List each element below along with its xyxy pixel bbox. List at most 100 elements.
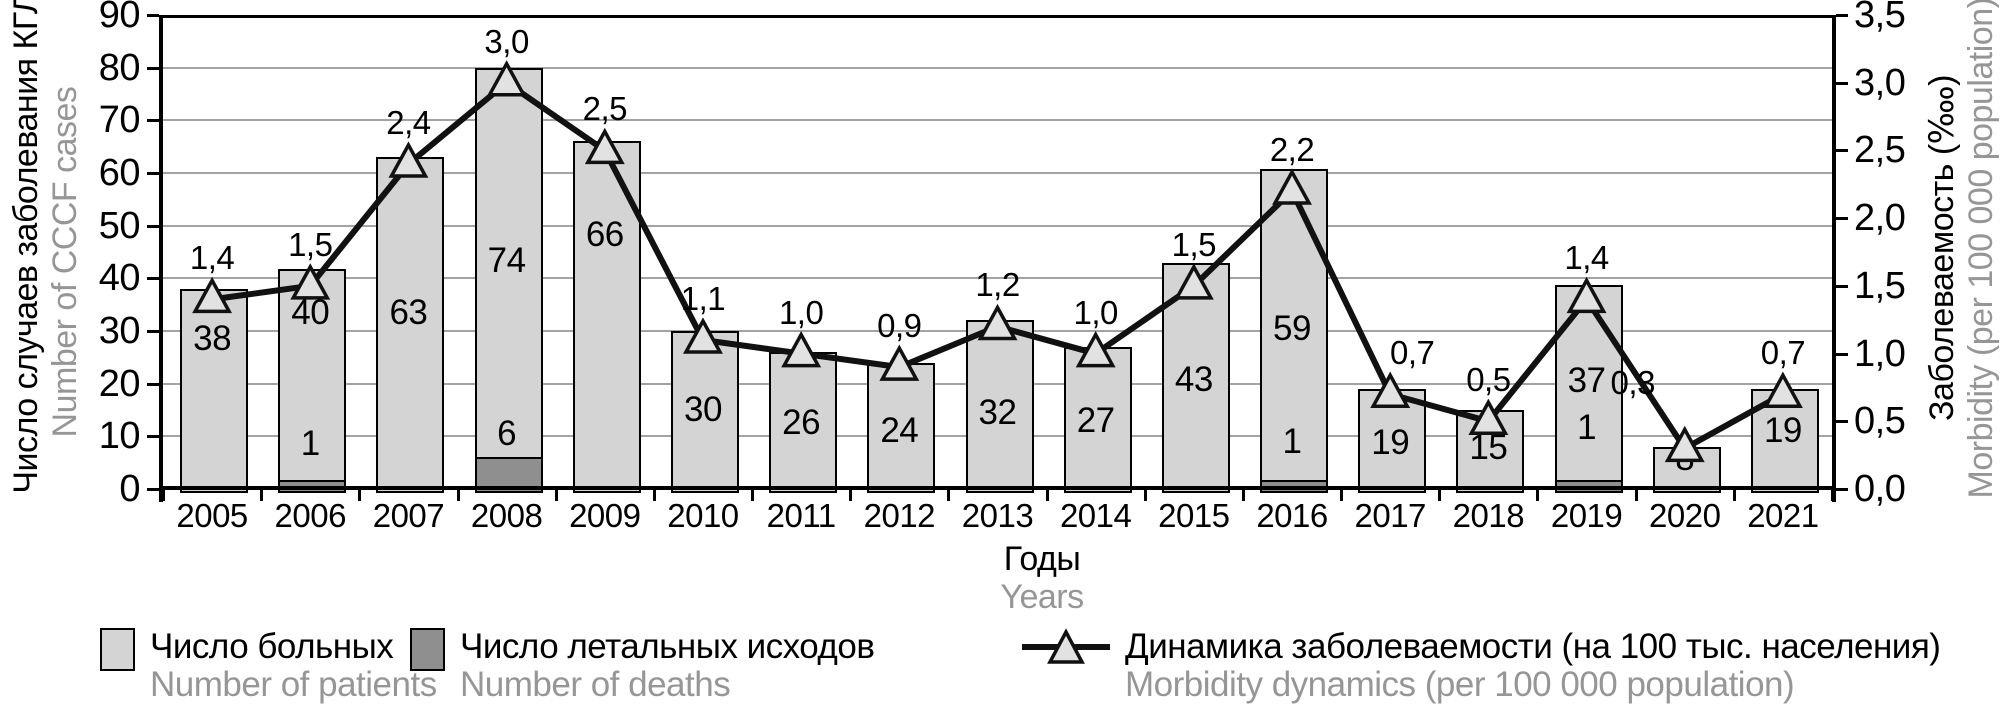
right-tick-label-2,5: 2,5 <box>1854 129 1906 172</box>
right-axis-line <box>1832 15 1836 502</box>
plot-top-border <box>159 15 1836 18</box>
line-marker-2013 <box>977 303 1018 341</box>
bar-patients-2008 <box>474 67 543 462</box>
left-tick-label-90: 90 <box>98 0 141 36</box>
morbidity-label-2015: 1,5 <box>1171 225 1217 263</box>
right-tick-3,5 <box>1836 14 1848 17</box>
bar-patients-2016 <box>1260 169 1329 484</box>
line-marker-2019 <box>1566 276 1607 314</box>
gridline-60 <box>163 172 1832 174</box>
left-tick-label-60: 60 <box>98 152 141 194</box>
morbidity-label-2013: 1,2 <box>975 266 1020 304</box>
legend-label-deaths-en: Number of deaths <box>460 665 731 704</box>
left-tick-label-40: 40 <box>98 257 141 300</box>
x-boundary-tick-1 <box>260 489 264 501</box>
morbidity-label-2016: 2,2 <box>1269 131 1315 169</box>
line-marker-2010 <box>683 317 723 354</box>
legend-label-morbidity-ru: Динамика заболеваемости (на 100 тыс. нас… <box>1125 627 1941 666</box>
legend-label-patients-ru: Число больных <box>150 627 394 666</box>
left-tick-label-20: 20 <box>98 362 141 405</box>
x-boundary-tick-12 <box>1340 489 1344 501</box>
year-label-2011: 2011 <box>766 497 836 534</box>
bar-label-patients-2007: 63 <box>389 293 428 333</box>
left-tick-label-10: 10 <box>98 415 141 458</box>
x-boundary-tick-7 <box>849 489 853 501</box>
year-label-2005: 2005 <box>176 497 248 534</box>
year-label-2013: 2013 <box>961 497 1034 534</box>
gridline-80 <box>163 66 1832 69</box>
x-boundary-tick-0 <box>162 489 165 501</box>
x-boundary-tick-3 <box>456 489 460 501</box>
x-boundary-tick-8 <box>947 489 951 501</box>
line-marker-2021 <box>1762 371 1803 408</box>
morbidity-label-2019: 1,4 <box>1564 239 1609 277</box>
year-label-2019: 2019 <box>1550 497 1623 534</box>
morbidity-label-2011: 1,0 <box>778 293 824 331</box>
right-tick-label-1,0: 1,0 <box>1854 332 1906 375</box>
bar-label-patients-2012: 24 <box>880 410 919 450</box>
year-label-2018: 2018 <box>1452 497 1525 534</box>
line-marker-2006 <box>290 263 331 300</box>
morbidity-label-2006: 1,5 <box>288 225 333 263</box>
left-tick-70 <box>147 119 159 123</box>
bar-patients-2006 <box>278 269 347 484</box>
morbidity-label-2018: 0,5 <box>1466 361 1511 399</box>
line-marker-2020 <box>1664 425 1705 463</box>
bar-patients-2007 <box>376 157 445 493</box>
gridline-50 <box>163 224 1832 227</box>
left-tick-30 <box>147 330 159 333</box>
line-marker-2005 <box>192 276 233 314</box>
left-axis-title-ru: Число случаев заболевания КГЛ <box>7 0 45 494</box>
gridline-40 <box>163 277 1832 280</box>
bar-label-patients-2014: 27 <box>1076 400 1115 440</box>
morbidity-label-2014: 1,0 <box>1073 293 1118 331</box>
year-label-2009: 2009 <box>569 497 641 534</box>
line-marker-2008 <box>486 60 527 97</box>
plot-baseline <box>159 486 1836 490</box>
legend-label-morbidity-en: Morbidity dynamics (per 100 000 populati… <box>1125 665 1795 704</box>
line-marker-2015 <box>1173 263 1214 300</box>
right-tick-label-2,0: 2,0 <box>1854 197 1906 240</box>
x-axis-title-ru: Годы <box>1003 540 1081 578</box>
morbidity-label-2005: 1,4 <box>189 239 235 277</box>
bar-label-patients-2013: 32 <box>978 393 1017 433</box>
right-axis-title-en: Morbidity (per 100 000 population) <box>1962 0 2000 499</box>
x-boundary-tick-15 <box>1634 489 1638 501</box>
morbidity-label-2010: 1,1 <box>680 280 726 318</box>
bar-label-deaths-2008: 6 <box>497 413 517 453</box>
year-label-2007: 2007 <box>372 497 445 534</box>
right-tick-0,0 <box>1836 488 1848 491</box>
legend-swatch-patients <box>100 628 135 671</box>
left-tick-20 <box>147 382 159 386</box>
line-marker-2018 <box>1468 398 1509 436</box>
bar-label-patients-2021: 19 <box>1763 410 1802 450</box>
bar-label-deaths-2006: 1 <box>300 424 320 464</box>
left-tick-label-70: 70 <box>98 99 141 142</box>
bar-label-patients-2015: 43 <box>1174 360 1213 400</box>
bar-label-patients-2019: 37 <box>1567 360 1606 400</box>
x-boundary-tick-4 <box>554 489 558 501</box>
bar-patients-2010 <box>670 331 739 493</box>
right-tick-label-3,0: 3,0 <box>1854 61 1906 104</box>
bar-label-patients-2008: 74 <box>487 241 526 281</box>
x-boundary-tick-9 <box>1045 489 1049 501</box>
year-label-2006: 2006 <box>274 497 347 534</box>
left-tick-90 <box>147 14 159 17</box>
left-tick-label-0: 0 <box>119 468 140 510</box>
line-marker-2011 <box>781 330 822 368</box>
legend-label-patients-en: Number of patients <box>150 665 437 704</box>
left-tick-60 <box>147 172 159 175</box>
bar-label-patients-2016: 59 <box>1273 309 1311 349</box>
year-label-2017: 2017 <box>1354 497 1426 534</box>
morbidity-label-2017: 0,7 <box>1390 334 1435 372</box>
left-tick-label-50: 50 <box>98 204 141 247</box>
year-label-2021: 2021 <box>1747 497 1819 534</box>
bar-label-patients-2010: 30 <box>684 390 722 429</box>
left-tick-label-30: 30 <box>98 310 141 352</box>
bar-label-patients-2009: 66 <box>585 215 624 255</box>
bar-patients-2013 <box>965 320 1034 493</box>
line-marker-2007 <box>388 141 429 178</box>
bar-patients-2011 <box>769 352 838 493</box>
left-tick-40 <box>147 277 159 281</box>
